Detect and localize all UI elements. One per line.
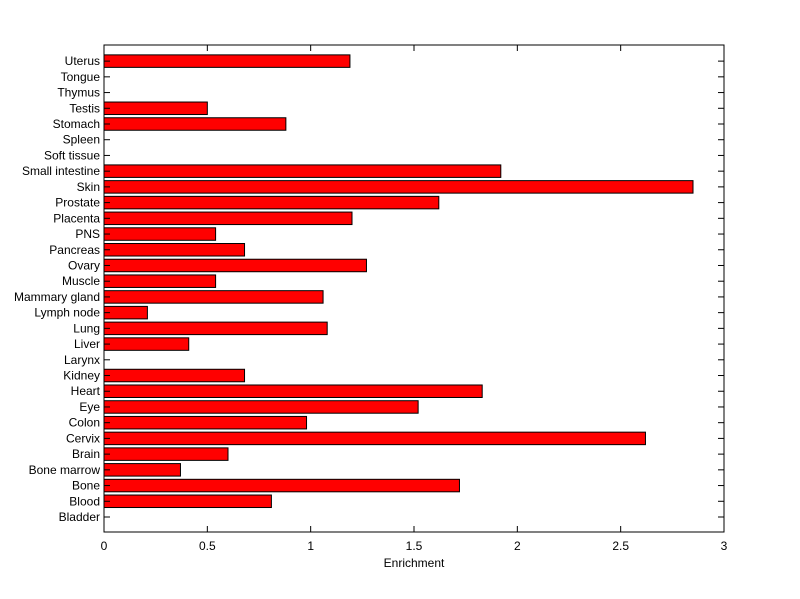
- y-tick-label: Blood: [69, 494, 100, 508]
- x-tick-label: 1: [307, 539, 314, 553]
- bar-heart: [103, 384, 483, 398]
- y-tick-label: Larynx: [64, 353, 100, 367]
- x-tick-label: 2.5: [612, 539, 629, 553]
- bar-muscle: [103, 274, 217, 288]
- bar-colon: [103, 415, 308, 430]
- bar-kidney: [103, 368, 246, 383]
- x-tick-label: 3: [721, 539, 728, 553]
- y-tick-label: PNS: [75, 227, 100, 241]
- y-tick-label: Lung: [73, 321, 100, 335]
- bar-blood: [103, 494, 272, 509]
- y-tick-label: Kidney: [63, 369, 100, 383]
- y-tick-label: Skin: [77, 180, 100, 194]
- bar-liver: [103, 337, 190, 351]
- bar-lung: [103, 321, 328, 336]
- bar-ovary: [103, 258, 367, 273]
- y-tick-label: Testis: [69, 101, 100, 115]
- y-tick-label: Ovary: [68, 258, 100, 272]
- y-tick-label: Heart: [71, 384, 101, 398]
- y-tick-label: Eye: [79, 400, 100, 414]
- y-tick-label: Bladder: [59, 510, 100, 524]
- y-tick-label: Placenta: [53, 211, 100, 225]
- y-tick-label: Bone: [72, 479, 100, 493]
- x-ticks-group: 0 0.5 1 1.5 2 2.5 3: [101, 45, 728, 553]
- y-tick-label: Uterus: [65, 54, 100, 68]
- bar-stomach: [103, 117, 287, 131]
- bar-prostate: [103, 195, 440, 210]
- bar-brain: [103, 447, 229, 461]
- y-tick-label: Small intestine: [22, 164, 100, 178]
- bar-uterus: [103, 54, 351, 68]
- x-tick-label: 1.5: [406, 539, 423, 553]
- bar-cervix: [103, 431, 646, 446]
- bar-testis: [103, 101, 208, 116]
- bar-bone: [103, 478, 460, 493]
- y-tick-label: Liver: [74, 337, 100, 351]
- bar-bone-marrow: [103, 463, 181, 477]
- y-tick-label: Mammary gland: [14, 290, 100, 304]
- bar-small-intestine: [103, 164, 502, 178]
- x-tick-label: 0: [101, 539, 108, 553]
- y-tick-label: Lymph node: [34, 306, 100, 320]
- bar-pancreas: [103, 243, 246, 257]
- x-tick-label: 2: [514, 539, 521, 553]
- bar-eye: [103, 400, 419, 414]
- y-tick-label: Colon: [69, 416, 100, 430]
- y-tick-label: Prostate: [55, 196, 100, 210]
- x-tick-label: 0.5: [199, 539, 216, 553]
- y-tick-label: Stomach: [53, 117, 100, 131]
- axes-frame: [103, 44, 725, 533]
- y-tick-label: Soft tissue: [44, 148, 100, 162]
- bar-skin: [103, 180, 694, 194]
- bar-lymph-node: [103, 305, 148, 320]
- bar-placenta: [103, 211, 353, 226]
- bar-pns: [103, 227, 217, 241]
- y-tick-label: Thymus: [57, 86, 100, 100]
- x-axis-label: Enrichment: [384, 556, 445, 570]
- bar-mammary-gland: [103, 290, 324, 304]
- y-tick-label: Muscle: [62, 274, 100, 288]
- y-tick-label: Pancreas: [49, 243, 100, 257]
- y-tick-label: Tongue: [61, 70, 101, 84]
- y-tick-label: Cervix: [66, 431, 100, 445]
- y-tick-label: Brain: [72, 447, 100, 461]
- y-tick-label: Bone marrow: [29, 463, 101, 477]
- y-tick-label: Spleen: [63, 133, 100, 147]
